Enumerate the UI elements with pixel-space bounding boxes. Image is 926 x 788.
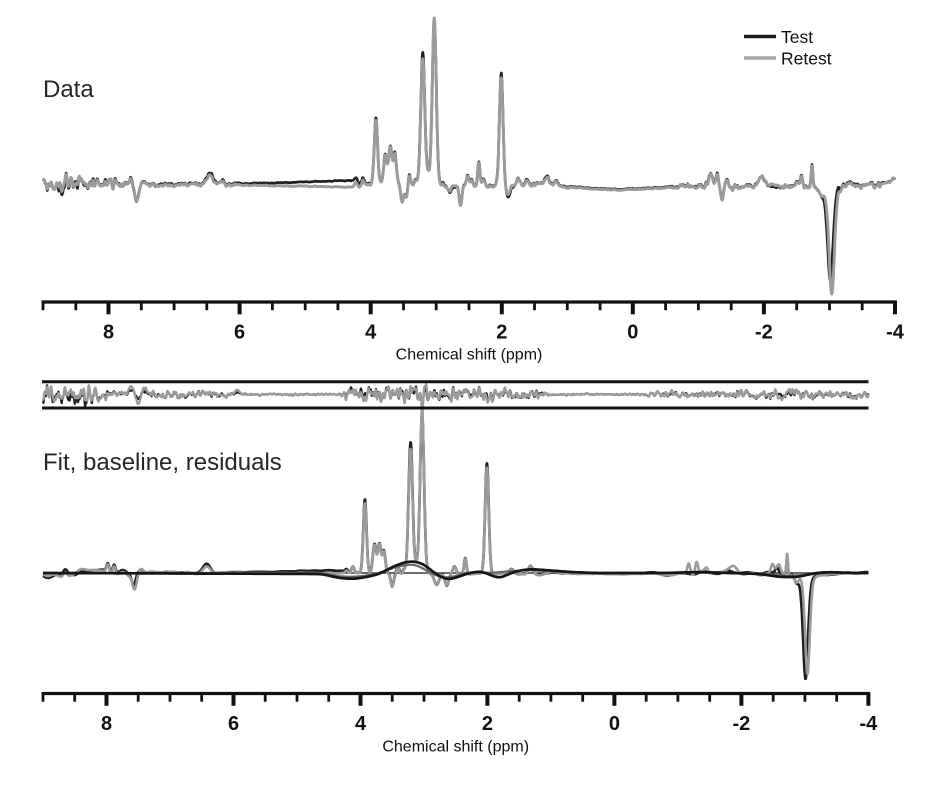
svg-text:Fit, baseline, residuals: Fit, baseline, residuals: [43, 449, 282, 476]
svg-text:Test: Test: [781, 27, 813, 47]
svg-text:8: 8: [103, 322, 114, 344]
svg-text:Chemical shift (ppm): Chemical shift (ppm): [396, 347, 543, 364]
svg-text:-2: -2: [755, 322, 773, 344]
svg-text:0: 0: [627, 322, 638, 344]
svg-text:-4: -4: [886, 322, 905, 344]
svg-text:4: 4: [365, 322, 377, 344]
svg-text:4: 4: [355, 713, 367, 735]
svg-text:0: 0: [609, 713, 620, 735]
svg-text:Data: Data: [43, 76, 94, 103]
svg-text:6: 6: [234, 322, 245, 344]
svg-text:8: 8: [101, 713, 112, 735]
svg-text:-4: -4: [860, 713, 879, 735]
svg-text:2: 2: [482, 713, 493, 735]
svg-text:Retest: Retest: [781, 48, 832, 68]
svg-text:-2: -2: [733, 713, 751, 735]
svg-text:2: 2: [496, 322, 507, 344]
svg-text:6: 6: [228, 713, 239, 735]
svg-text:Chemical shift (ppm): Chemical shift (ppm): [382, 739, 529, 756]
